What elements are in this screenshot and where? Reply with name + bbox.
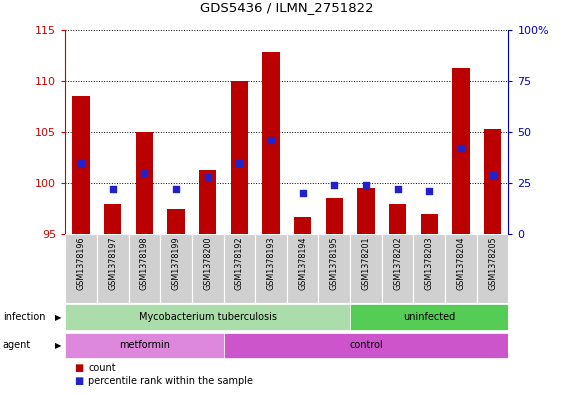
Bar bbox=[420, 214, 438, 234]
Bar bbox=[128, 234, 160, 303]
Point bbox=[298, 190, 307, 196]
Point bbox=[456, 145, 465, 152]
Bar bbox=[445, 234, 477, 303]
Point bbox=[393, 186, 402, 193]
Bar bbox=[65, 333, 224, 358]
Text: GSM1378201: GSM1378201 bbox=[361, 236, 370, 290]
Bar bbox=[73, 96, 90, 234]
Point bbox=[330, 182, 339, 188]
Point bbox=[203, 174, 212, 180]
Text: GSM1378205: GSM1378205 bbox=[488, 236, 497, 290]
Text: control: control bbox=[349, 340, 383, 350]
Bar bbox=[287, 234, 319, 303]
Text: ▶: ▶ bbox=[55, 313, 61, 321]
Bar bbox=[325, 198, 343, 234]
Text: ▶: ▶ bbox=[55, 341, 61, 350]
Point bbox=[425, 188, 434, 195]
Text: GSM1378198: GSM1378198 bbox=[140, 236, 149, 290]
Bar bbox=[136, 132, 153, 234]
Point bbox=[266, 137, 275, 143]
Bar bbox=[97, 234, 128, 303]
Text: uninfected: uninfected bbox=[403, 312, 456, 321]
Text: GSM1378202: GSM1378202 bbox=[393, 236, 402, 290]
Bar bbox=[389, 204, 406, 234]
Bar bbox=[477, 234, 508, 303]
Bar bbox=[357, 188, 375, 234]
Text: agent: agent bbox=[3, 340, 31, 351]
Text: count: count bbox=[88, 363, 116, 373]
Text: GSM1378193: GSM1378193 bbox=[266, 236, 275, 290]
Text: ■: ■ bbox=[74, 376, 83, 386]
Text: GDS5436 / ILMN_2751822: GDS5436 / ILMN_2751822 bbox=[200, 1, 374, 14]
Point bbox=[77, 160, 86, 166]
Text: ■: ■ bbox=[74, 363, 83, 373]
Bar bbox=[484, 129, 501, 234]
Bar bbox=[192, 234, 224, 303]
Text: GSM1378203: GSM1378203 bbox=[425, 236, 434, 290]
Bar bbox=[319, 234, 350, 303]
Text: GSM1378204: GSM1378204 bbox=[457, 236, 465, 290]
Bar bbox=[262, 52, 279, 234]
Bar bbox=[414, 234, 445, 303]
Text: GSM1378192: GSM1378192 bbox=[235, 236, 244, 290]
Bar bbox=[224, 333, 508, 358]
Bar bbox=[65, 234, 97, 303]
Text: GSM1378194: GSM1378194 bbox=[298, 236, 307, 290]
Bar bbox=[382, 234, 414, 303]
Point bbox=[235, 160, 244, 166]
Bar bbox=[160, 234, 192, 303]
Text: infection: infection bbox=[3, 312, 45, 322]
Text: GSM1378200: GSM1378200 bbox=[203, 236, 212, 290]
Text: GSM1378195: GSM1378195 bbox=[330, 236, 339, 290]
Bar bbox=[65, 305, 350, 330]
Bar bbox=[350, 305, 508, 330]
Point bbox=[172, 186, 181, 193]
Point bbox=[488, 172, 497, 178]
Text: GSM1378199: GSM1378199 bbox=[172, 236, 181, 290]
Text: Mycobacterium tuberculosis: Mycobacterium tuberculosis bbox=[139, 312, 277, 321]
Point bbox=[108, 186, 118, 193]
Point bbox=[140, 170, 149, 176]
Bar bbox=[294, 217, 311, 234]
Bar bbox=[224, 234, 255, 303]
Bar bbox=[199, 170, 216, 234]
Text: percentile rank within the sample: percentile rank within the sample bbox=[88, 376, 253, 386]
Bar bbox=[231, 81, 248, 234]
Point bbox=[361, 182, 370, 188]
Bar bbox=[350, 234, 382, 303]
Text: metformin: metformin bbox=[119, 340, 170, 350]
Bar bbox=[168, 209, 185, 234]
Bar bbox=[452, 68, 470, 234]
Text: GSM1378196: GSM1378196 bbox=[77, 236, 86, 290]
Bar bbox=[104, 204, 122, 234]
Bar bbox=[255, 234, 287, 303]
Text: GSM1378197: GSM1378197 bbox=[108, 236, 117, 290]
